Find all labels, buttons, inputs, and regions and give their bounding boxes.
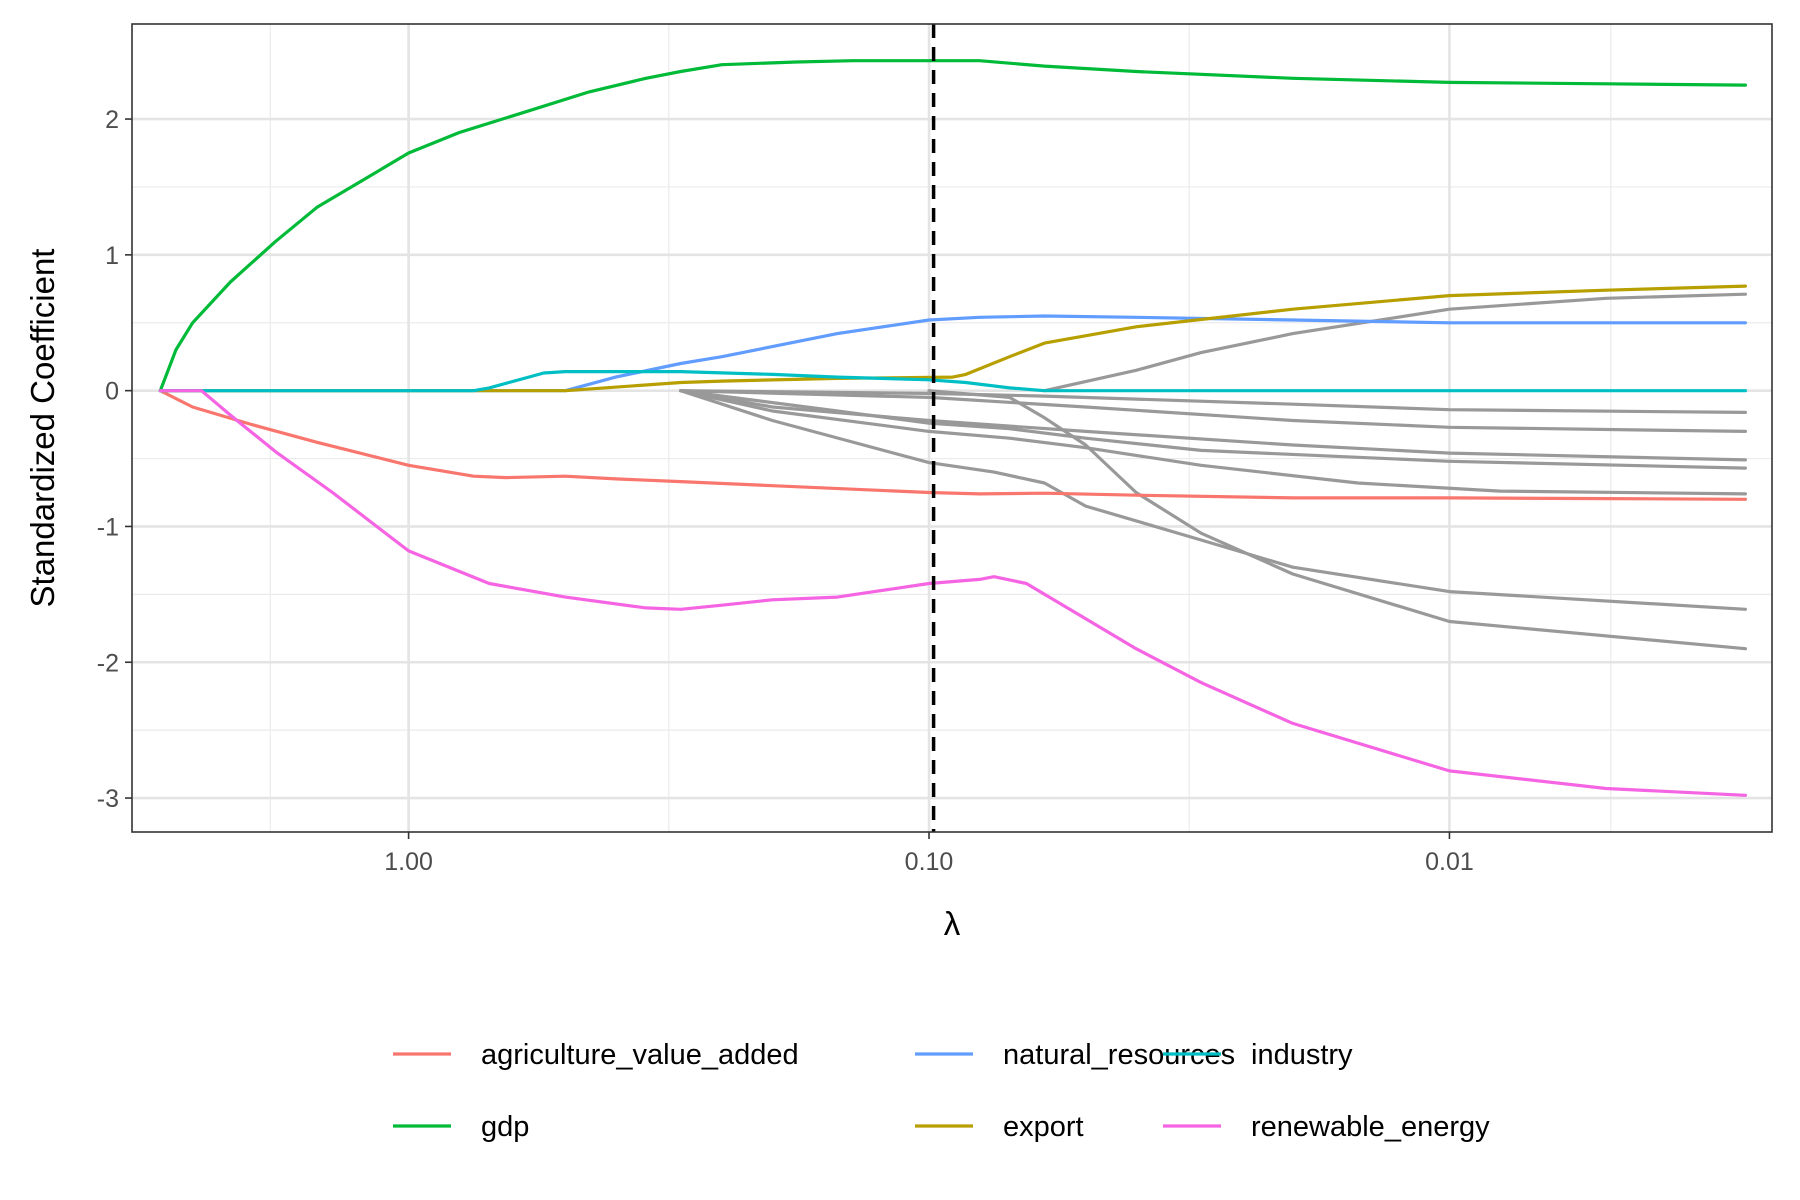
y-tick-label: 0 xyxy=(105,378,119,406)
y-tick-label: -1 xyxy=(97,513,119,541)
x-tick-label: 0.10 xyxy=(905,848,954,876)
series-line-unlabeled xyxy=(679,389,1747,462)
series-line-unlabeled xyxy=(679,389,1747,496)
series-line-gdp xyxy=(158,59,1747,393)
series-line-agriculture_value_added xyxy=(158,389,1747,501)
legend: agriculture_value_addedgdpnatural_resour… xyxy=(393,1039,1490,1143)
y-axis: 2 1 0 -1 -2 -3 xyxy=(97,106,132,813)
series-line-unlabeled xyxy=(679,389,1747,433)
x-axis: 1.00 0.10 0.01 xyxy=(384,832,1474,876)
y-tick-label: 2 xyxy=(105,106,119,134)
x-tick-label: 1.00 xyxy=(384,848,433,876)
minor-gridlines xyxy=(132,24,1772,832)
legend-label: industry xyxy=(1251,1039,1353,1071)
series-layer xyxy=(158,59,1747,797)
legend-item-agriculture_value_added: agriculture_value_added xyxy=(393,1039,799,1071)
series-line-natural_resources xyxy=(158,314,1747,393)
series-line-unlabeled xyxy=(927,389,1747,651)
series-line-industry xyxy=(158,370,1747,393)
y-tick-label: -2 xyxy=(97,649,119,677)
series-line-unlabeled xyxy=(1042,292,1747,393)
legend-item-gdp: gdp xyxy=(393,1111,529,1143)
legend-item-export: export xyxy=(915,1111,1084,1143)
series-line-unlabeled xyxy=(679,389,1747,470)
legend-item-renewable_energy: renewable_energy xyxy=(1163,1111,1490,1143)
series-line-renewable_energy xyxy=(158,389,1747,797)
plot-panel-border xyxy=(131,23,1773,833)
y-tick-label: 1 xyxy=(105,242,119,270)
legend-label: agriculture_value_added xyxy=(481,1039,799,1071)
legend-item-industry: industry xyxy=(1163,1039,1353,1071)
legend-label: renewable_energy xyxy=(1251,1111,1490,1143)
series-line-export xyxy=(158,284,1747,393)
x-tick-label: 0.01 xyxy=(1425,848,1474,876)
y-tick-label: -3 xyxy=(97,785,119,813)
y-axis-title: Standardized Coefficient xyxy=(24,249,61,608)
series-line-unlabeled xyxy=(679,389,1747,414)
legend-label: export xyxy=(1003,1111,1084,1143)
x-axis-title: λ xyxy=(944,905,961,942)
legend-label: gdp xyxy=(481,1111,529,1143)
